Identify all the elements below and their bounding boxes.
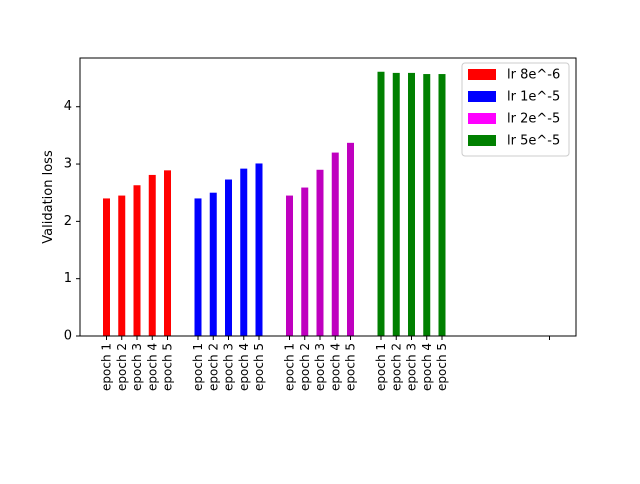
- y-axis-label: Validation loss: [41, 150, 56, 244]
- legend-label: lr 2e^-5: [507, 112, 560, 127]
- bar: [255, 163, 263, 336]
- legend-label: lr 1e^-5: [507, 90, 560, 105]
- bar: [103, 198, 110, 336]
- bar: [408, 72, 415, 337]
- bar: [377, 71, 385, 336]
- legend-swatch: [468, 91, 496, 102]
- x-tick-label: epoch 4: [420, 343, 434, 391]
- bar: [133, 185, 141, 336]
- y-axis: 0 1 2 3 4: [64, 99, 80, 344]
- bar: [331, 152, 339, 336]
- legend-swatch: [468, 135, 496, 146]
- x-tick-label: epoch 1: [283, 343, 297, 391]
- y-tick-label: 4: [64, 99, 72, 114]
- x-tick-label: epoch 1: [100, 343, 114, 391]
- bar: [209, 192, 217, 336]
- legend-swatch: [468, 69, 496, 80]
- bar: [225, 179, 232, 336]
- x-tick-label: epoch 4: [237, 343, 251, 391]
- bar: [118, 195, 126, 336]
- x-tick-label: epoch 3: [405, 343, 419, 391]
- x-tick-label: epoch 4: [145, 343, 159, 391]
- bar: [438, 74, 446, 336]
- x-tick-label: epoch 3: [313, 343, 327, 391]
- x-tick-label: epoch 3: [130, 343, 144, 391]
- x-tick-label: epoch 5: [344, 343, 358, 391]
- x-tick-label: epoch 1: [374, 343, 388, 391]
- bar: [423, 74, 431, 336]
- legend-label: lr 8e^-6: [507, 68, 560, 83]
- bar: [148, 174, 156, 336]
- x-axis: epoch 1 epoch 2 epoch 3 epoch 4 epoch 5 epoch…: [100, 336, 550, 391]
- bar: [164, 170, 171, 336]
- bar: [301, 187, 309, 336]
- bars-layer: [103, 71, 446, 337]
- bar: [347, 142, 354, 336]
- bar: [316, 169, 324, 336]
- x-tick-label: epoch 2: [115, 343, 129, 391]
- bar: [286, 195, 293, 336]
- legend-swatch: [468, 113, 496, 124]
- x-tick-label: epoch 5: [435, 343, 449, 391]
- x-tick-label: epoch 2: [298, 343, 312, 391]
- x-tick-label: epoch 3: [222, 343, 236, 391]
- x-tick-label: epoch 5: [252, 343, 266, 391]
- legend-frame: [461, 62, 570, 157]
- legend: lr 8e^-6 lr 1e^-5 lr 2e^-5 lr 5e^-5: [461, 62, 570, 157]
- legend-label: lr 5e^-5: [507, 134, 560, 149]
- x-tick-label: epoch 2: [206, 343, 220, 391]
- plot-frame: [79, 57, 577, 337]
- y-tick-label: 0: [64, 329, 72, 344]
- y-tick-label: 3: [64, 157, 72, 172]
- x-tick-label: epoch 2: [389, 343, 403, 391]
- bar: [240, 168, 248, 336]
- x-tick-label: epoch 5: [161, 343, 175, 391]
- x-tick-label: epoch 1: [191, 343, 205, 391]
- y-tick-label: 1: [64, 271, 72, 286]
- x-tick-label: epoch 4: [328, 343, 342, 391]
- bar: [194, 198, 202, 336]
- y-tick-label: 2: [64, 214, 72, 229]
- bar: [392, 72, 400, 337]
